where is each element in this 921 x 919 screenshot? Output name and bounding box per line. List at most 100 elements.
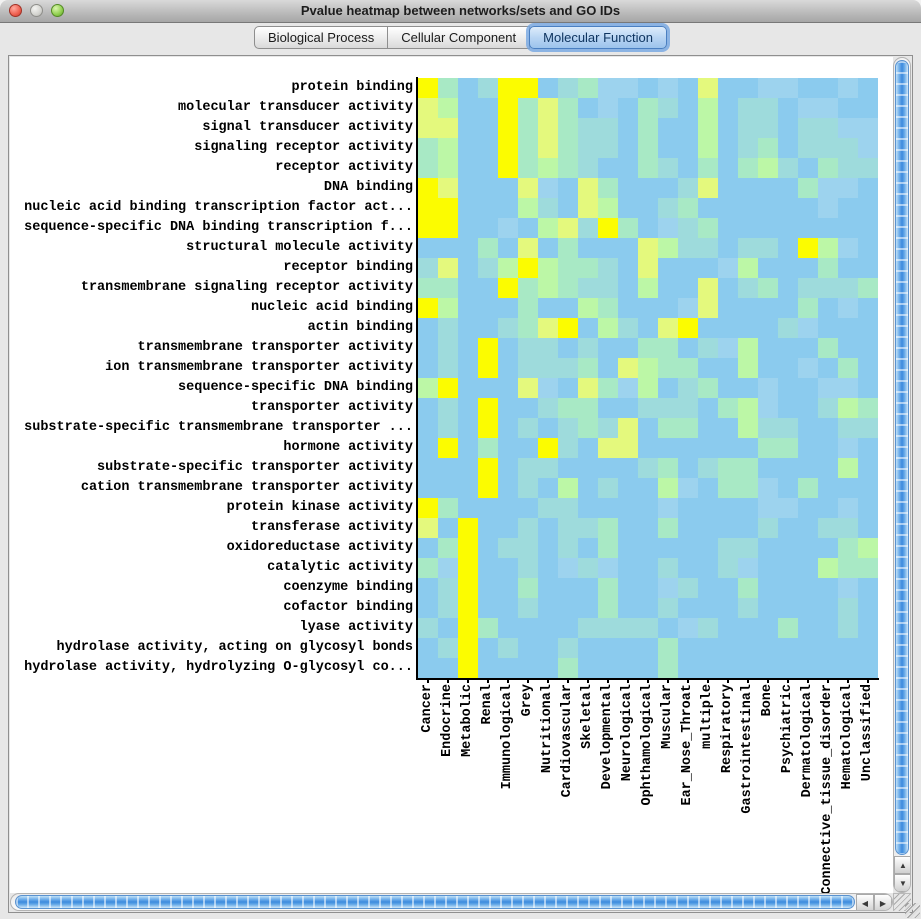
heatmap-cell: [498, 538, 518, 558]
heatmap-cell: [718, 278, 738, 298]
heatmap-cell: [758, 438, 778, 458]
heatmap-cell: [558, 478, 578, 498]
row-label: ion transmembrane transporter activity: [105, 360, 413, 375]
heatmap-cell: [818, 158, 838, 178]
tab-molecular-function[interactable]: Molecular Function: [529, 26, 667, 49]
heatmap-cell: [738, 258, 758, 278]
heatmap-cell: [518, 618, 538, 638]
tab-biological-process[interactable]: Biological Process: [254, 26, 389, 49]
heatmap-cell: [678, 78, 698, 98]
resize-grip[interactable]: [905, 903, 920, 918]
heatmap-cell: [758, 298, 778, 318]
heatmap-cell: [718, 238, 738, 258]
vertical-scrollbar-thumb[interactable]: [895, 60, 909, 855]
title-bar[interactable]: Pvalue heatmap between networks/sets and…: [0, 0, 921, 23]
heatmap-cell: [558, 538, 578, 558]
heatmap-cell: [758, 658, 778, 678]
scroll-left-button[interactable]: ◀: [856, 894, 874, 910]
heatmap-cell: [538, 178, 558, 198]
row-label: signal transducer activity: [202, 120, 413, 135]
heatmap-cell: [838, 618, 858, 638]
heatmap-cell: [418, 238, 438, 258]
heatmap-cell: [658, 278, 678, 298]
minimize-button-icon[interactable]: [30, 4, 43, 17]
heatmap-cell: [678, 318, 698, 338]
heatmap-cell: [418, 458, 438, 478]
heatmap-cell: [578, 238, 598, 258]
row-label: catalytic activity: [267, 560, 413, 575]
x-tick: [507, 680, 509, 683]
heatmap-cell: [518, 458, 538, 478]
heatmap-cell: [698, 358, 718, 378]
close-button-icon[interactable]: [9, 4, 22, 17]
heatmap-cell: [838, 138, 858, 158]
heatmap-cell: [798, 338, 818, 358]
heatmap-cell: [798, 578, 818, 598]
heatmap-cell: [578, 478, 598, 498]
heatmap-cell: [778, 198, 798, 218]
heatmap-cell: [478, 198, 498, 218]
heatmap-cell: [838, 198, 858, 218]
heatmap-cell: [838, 638, 858, 658]
scroll-down-button[interactable]: ▼: [894, 874, 910, 892]
heatmap-cell: [778, 558, 798, 578]
heatmap-cell: [738, 318, 758, 338]
heatmap-cell: [578, 598, 598, 618]
column-label: Psychiatric: [780, 684, 795, 774]
horizontal-scrollbar-thumb[interactable]: [15, 895, 855, 909]
heatmap-cell: [798, 538, 818, 558]
heatmap-cell: [838, 118, 858, 138]
heatmap-cell: [438, 498, 458, 518]
heatmap-cell: [718, 118, 738, 138]
heatmap-cell: [518, 498, 538, 518]
heatmap-cell: [718, 98, 738, 118]
heatmap-cell: [578, 338, 598, 358]
heatmap-cell: [418, 78, 438, 98]
heatmap-cell: [818, 78, 838, 98]
heatmap-cell: [738, 278, 758, 298]
heatmap-cell: [818, 558, 838, 578]
heatmap-cell: [478, 318, 498, 338]
scroll-up-button[interactable]: ▲: [894, 856, 910, 874]
heatmap-cell: [778, 158, 798, 178]
heatmap-cell: [518, 318, 538, 338]
heatmap-cell: [658, 258, 678, 278]
tab-cellular-component[interactable]: Cellular Component: [387, 26, 531, 49]
heatmap-cell: [498, 578, 518, 598]
heatmap-cell: [818, 118, 838, 138]
heatmap-cell: [698, 638, 718, 658]
row-label: transporter activity: [250, 400, 413, 415]
vertical-scrollbar[interactable]: ▲ ▼: [893, 57, 911, 893]
heatmap-cell: [558, 138, 578, 158]
heatmap-cell: [658, 538, 678, 558]
column-label: Immunological: [500, 684, 515, 790]
heatmap-cell: [498, 518, 518, 538]
heatmap-cell: [698, 298, 718, 318]
heatmap-cell: [498, 498, 518, 518]
heatmap-cell: [798, 98, 818, 118]
heatmap-cell: [478, 558, 498, 578]
heatmap-cell: [718, 258, 738, 278]
row-label: protein binding: [291, 80, 413, 95]
heatmap-cell: [818, 458, 838, 478]
heatmap-cell: [458, 418, 478, 438]
scroll-right-button[interactable]: ▶: [874, 894, 892, 910]
heatmap-cell: [658, 438, 678, 458]
zoom-button-icon[interactable]: [51, 4, 64, 17]
heatmap-cell: [618, 178, 638, 198]
heatmap-cell: [858, 638, 878, 658]
heatmap-cell: [778, 418, 798, 438]
heatmap-cell: [718, 398, 738, 418]
heatmap-cell: [738, 158, 758, 178]
heatmap-cell: [758, 618, 778, 638]
heatmap-cell: [658, 478, 678, 498]
heatmap-cell: [578, 378, 598, 398]
window-title: Pvalue heatmap between networks/sets and…: [300, 3, 621, 18]
heatmap-cell: [438, 658, 458, 678]
heatmap-cell: [778, 78, 798, 98]
horizontal-scrollbar[interactable]: ◀ ▶: [10, 893, 893, 911]
heatmap-cell: [578, 538, 598, 558]
heatmap-cell: [678, 178, 698, 198]
heatmap-cell: [638, 278, 658, 298]
heatmap-cell: [498, 138, 518, 158]
